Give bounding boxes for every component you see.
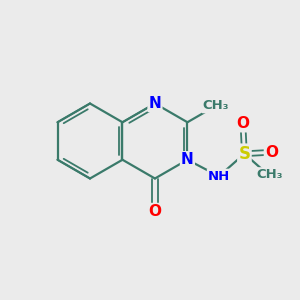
Text: S: S <box>238 145 250 163</box>
Text: N: N <box>148 96 161 111</box>
Text: O: O <box>236 116 249 131</box>
Text: O: O <box>148 204 161 219</box>
Text: O: O <box>265 145 278 160</box>
Text: CH₃: CH₃ <box>203 99 229 112</box>
Text: NH: NH <box>208 170 230 183</box>
Text: N: N <box>181 152 194 167</box>
Text: CH₃: CH₃ <box>257 168 283 181</box>
